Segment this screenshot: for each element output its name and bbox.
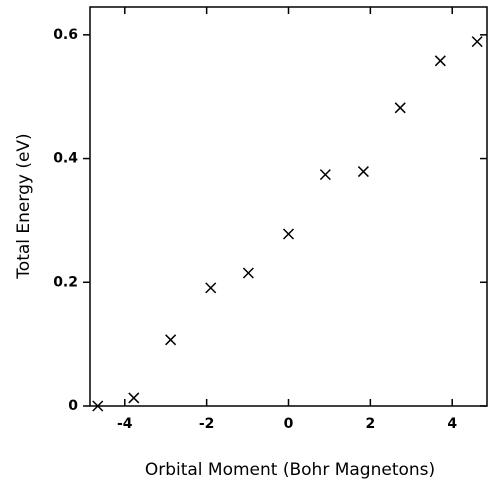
x-axis-label: Orbital Moment (Bohr Magnetons) [145, 460, 435, 480]
point [92, 400, 104, 412]
point [165, 334, 177, 346]
point [319, 169, 331, 181]
point [357, 166, 369, 178]
x-tick-label: 2 [365, 416, 375, 432]
plot-frame [89, 6, 488, 407]
y-tick-label: 0 [68, 398, 78, 414]
point [205, 282, 217, 294]
y-tick-label: 0.4 [53, 151, 78, 167]
point [471, 36, 483, 48]
y-tick-label: 0.6 [53, 27, 78, 43]
point [128, 392, 140, 404]
y-tick-label: 0.2 [53, 274, 78, 290]
x-tick-label: 0 [284, 416, 294, 432]
x-tick-label: 4 [447, 416, 457, 432]
point [434, 55, 446, 67]
point [394, 102, 406, 114]
x-tick-label: -4 [117, 416, 133, 432]
point [242, 267, 254, 279]
x-tick-label: -2 [199, 416, 215, 432]
point [282, 228, 295, 240]
y-axis-label: Total Energy (eV) [14, 133, 34, 279]
